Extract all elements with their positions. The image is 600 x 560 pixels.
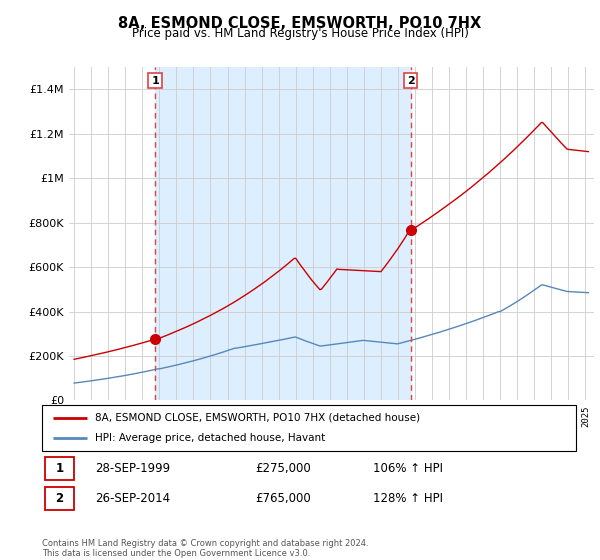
FancyBboxPatch shape xyxy=(44,487,74,510)
Bar xyxy=(155,67,411,400)
Text: 8A, ESMOND CLOSE, EMSWORTH, PO10 7HX (detached house): 8A, ESMOND CLOSE, EMSWORTH, PO10 7HX (de… xyxy=(95,413,421,423)
FancyBboxPatch shape xyxy=(44,457,74,479)
Text: 2: 2 xyxy=(407,76,415,86)
Text: 128% ↑ HPI: 128% ↑ HPI xyxy=(373,492,443,505)
Text: 1: 1 xyxy=(55,461,64,475)
Text: Price paid vs. HM Land Registry's House Price Index (HPI): Price paid vs. HM Land Registry's House … xyxy=(131,27,469,40)
Text: £275,000: £275,000 xyxy=(256,461,311,475)
FancyBboxPatch shape xyxy=(42,405,576,451)
Text: 8A, ESMOND CLOSE, EMSWORTH, PO10 7HX: 8A, ESMOND CLOSE, EMSWORTH, PO10 7HX xyxy=(118,16,482,31)
Text: 28-SEP-1999: 28-SEP-1999 xyxy=(95,461,170,475)
Text: 1: 1 xyxy=(151,76,159,86)
Text: Contains HM Land Registry data © Crown copyright and database right 2024.
This d: Contains HM Land Registry data © Crown c… xyxy=(42,539,368,558)
Text: 26-SEP-2014: 26-SEP-2014 xyxy=(95,492,170,505)
Text: £765,000: £765,000 xyxy=(256,492,311,505)
Text: HPI: Average price, detached house, Havant: HPI: Average price, detached house, Hava… xyxy=(95,433,326,443)
Text: 2: 2 xyxy=(55,492,64,505)
Text: 106% ↑ HPI: 106% ↑ HPI xyxy=(373,461,443,475)
